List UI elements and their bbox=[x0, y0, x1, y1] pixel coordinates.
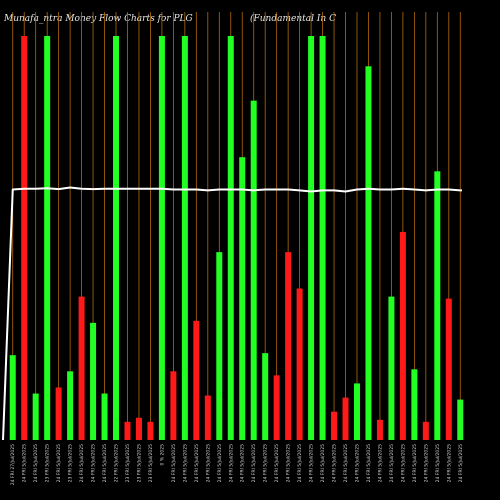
x-tick-label: 0 % 2025 bbox=[159, 444, 165, 466]
bar bbox=[399, 231, 406, 440]
chart-title-right: (Fundamental In C bbox=[250, 14, 336, 24]
x-tick-label: 23 FRI 5/Jul/2025 bbox=[68, 444, 74, 483]
bar bbox=[319, 36, 326, 440]
bar bbox=[55, 387, 62, 440]
x-tick-label: 24 FRI 5/Jul/2025 bbox=[400, 444, 406, 483]
bar bbox=[239, 157, 246, 440]
x-tick-label: 24 FRI 5/Jul/2025 bbox=[412, 444, 418, 483]
bar bbox=[376, 419, 383, 440]
x-tick-label: 23 FRI 5/Jul/2025 bbox=[45, 444, 51, 483]
bar bbox=[273, 375, 280, 440]
bar bbox=[227, 36, 234, 440]
x-tick-label: 24 FRI 5/Jul/2025 bbox=[22, 444, 28, 483]
bar bbox=[445, 298, 452, 440]
bar bbox=[193, 320, 200, 440]
x-tick-label: 24 FRI 5/Jul/2025 bbox=[377, 444, 383, 483]
bar bbox=[204, 395, 211, 440]
x-tick-label: 24 FRI 5/Jul/2025 bbox=[240, 444, 246, 483]
bar bbox=[434, 171, 441, 440]
x-tick-label: 24 FRI 5/Jul/2025 bbox=[228, 444, 234, 483]
bar bbox=[21, 36, 28, 440]
x-tick-label: 24 FRI 5/Jul/2025 bbox=[102, 444, 108, 483]
x-tick-label: 24 FRI 5/Jul/2025 bbox=[182, 444, 188, 483]
bar bbox=[32, 393, 39, 440]
x-tick-label: 24 FRI 5/Jul/2025 bbox=[343, 444, 349, 483]
bar bbox=[296, 288, 303, 440]
bar bbox=[285, 252, 292, 440]
x-tick-label: 24 FRI 5/Jul/2025 bbox=[79, 444, 85, 483]
bar bbox=[388, 296, 395, 440]
bar bbox=[124, 421, 131, 440]
bar bbox=[331, 411, 338, 440]
bar bbox=[422, 421, 429, 440]
bar bbox=[90, 322, 97, 440]
x-tick-label: 24 FRI 5/Jul/2025 bbox=[297, 444, 303, 483]
bar bbox=[250, 100, 257, 440]
bar bbox=[44, 36, 51, 440]
x-tick-label: 24 FRI 5/Jul/2025 bbox=[171, 444, 177, 483]
x-tick-label: 24 FRI 5/Jul/2025 bbox=[458, 444, 464, 483]
bar bbox=[342, 397, 349, 440]
x-tick-label: 23 FRI 5/Jul/2025 bbox=[136, 444, 142, 483]
x-tick-label: 24 FRI 5/Jul/2025 bbox=[251, 444, 257, 483]
x-tick-label: 24 FRI 5/Jul/2025 bbox=[217, 444, 223, 483]
x-tick-label: 24 FRI 5/Jul/2025 bbox=[435, 444, 441, 483]
x-tick-label: 24 FRI 5/Jul/2025 bbox=[389, 444, 395, 483]
bar bbox=[262, 353, 269, 440]
x-tick-label: 23 FRI 5/Jul/2025 bbox=[148, 444, 154, 483]
x-tick-label: 24 FRI 5/Jul/2025 bbox=[286, 444, 292, 483]
x-tick-label: 24 FRI 27/Jul/2025 bbox=[10, 444, 16, 485]
x-tick-label: 24 FRI 5/Jul/2025 bbox=[56, 444, 62, 483]
chart-title-left: Munafa_ntra Money Flow Charts for PLG bbox=[4, 14, 193, 24]
bar bbox=[78, 296, 85, 440]
x-tick-label: 24 FRI 5/Jul/2025 bbox=[423, 444, 429, 483]
bar bbox=[457, 399, 464, 440]
bar bbox=[135, 417, 142, 440]
x-tick-label: 23 FRI 5/Jul/2025 bbox=[125, 444, 131, 483]
x-tick-label: 24 FRI 5/Jul/2025 bbox=[446, 444, 452, 483]
bar bbox=[158, 36, 165, 440]
x-tick-label: 24 FRI 5/Jul/2025 bbox=[205, 444, 211, 483]
bar bbox=[101, 393, 108, 440]
x-tick-label: 24 FRI 5/Jul/2025 bbox=[309, 444, 315, 483]
bar bbox=[170, 371, 177, 440]
bar bbox=[353, 383, 360, 440]
x-tick-label: 22 FRI 5/Jul/2025 bbox=[114, 444, 120, 483]
bar bbox=[113, 36, 120, 440]
bar bbox=[147, 421, 154, 440]
bar bbox=[216, 252, 223, 440]
x-tick-label: 24 FRI 5/Jul/2025 bbox=[91, 444, 97, 483]
x-tick-label: 24 FRI 5/Jul/2025 bbox=[332, 444, 338, 483]
bar bbox=[365, 66, 372, 441]
x-tick-label: 24 FRI 5/Jul/2025 bbox=[366, 444, 372, 483]
x-tick-label: 24 FRI 5/Jul/2025 bbox=[263, 444, 269, 483]
bar bbox=[411, 369, 418, 440]
bar bbox=[181, 36, 188, 440]
x-tick-label: 24 FRI 5/Jul/2025 bbox=[320, 444, 326, 483]
bar bbox=[308, 36, 315, 440]
bar bbox=[67, 371, 74, 440]
x-tick-label: 24 FRI 5/Jul/2025 bbox=[354, 444, 360, 483]
x-tick-label: 24 FRI 5/Jul/2025 bbox=[194, 444, 200, 483]
money-flow-line bbox=[2, 186, 462, 441]
x-tick-label: 24 FRI 5/Jul/2025 bbox=[274, 444, 280, 483]
x-tick-label: 24 FRI 5/Jul/2025 bbox=[33, 444, 39, 483]
bar bbox=[9, 355, 16, 440]
